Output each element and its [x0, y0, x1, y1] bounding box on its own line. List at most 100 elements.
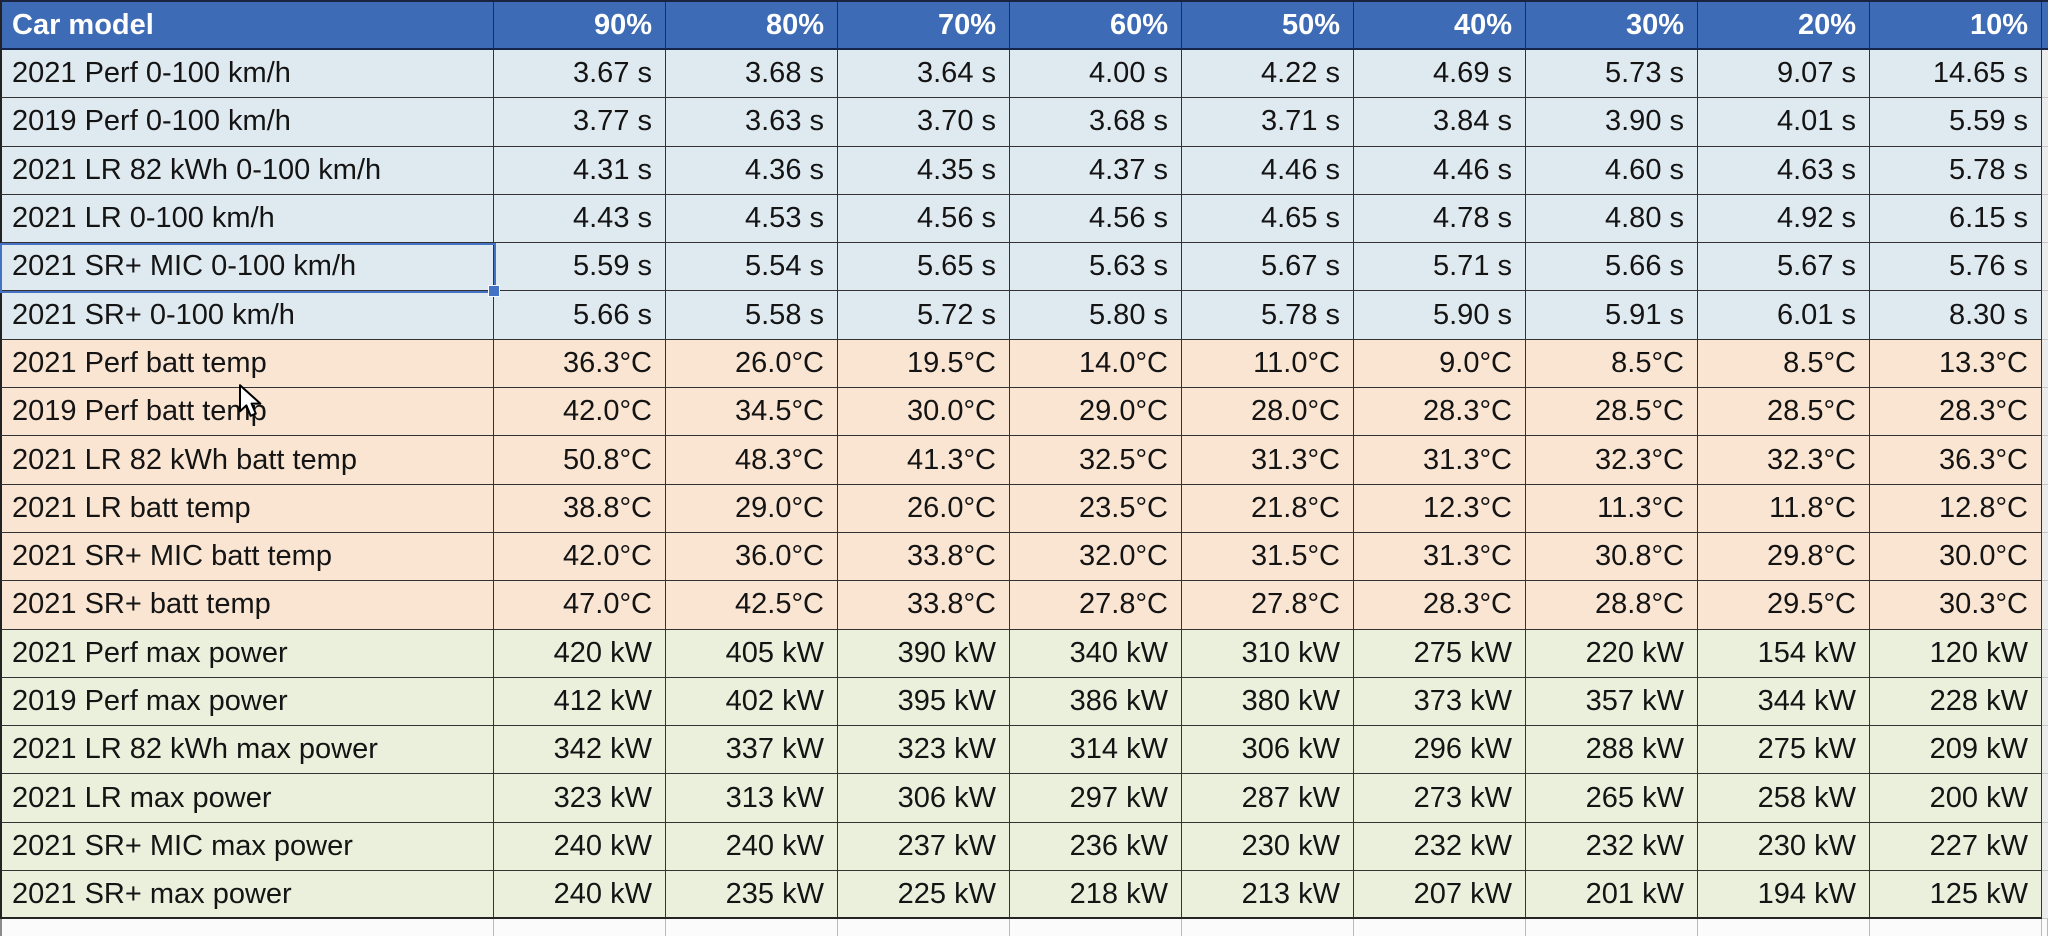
empty-cell[interactable] — [494, 919, 666, 936]
value-cell[interactable]: 380 kW — [1182, 677, 1354, 727]
value-cell[interactable]: 275 kW — [1698, 726, 1870, 775]
value-cell[interactable]: 420 kW — [494, 629, 666, 678]
value-cell[interactable]: 342 kW — [494, 726, 666, 775]
value-cell[interactable]: 29.0°C — [666, 484, 838, 533]
value-cell[interactable]: 287 kW — [1182, 774, 1354, 823]
value-cell[interactable]: 4.35 s — [838, 146, 1010, 195]
header-cell-50pct[interactable]: 50% — [1182, 2, 1354, 50]
empty-cell[interactable] — [666, 919, 838, 936]
value-cell[interactable]: 402 kW — [666, 677, 838, 727]
value-cell[interactable]: 6.01 s — [1698, 291, 1870, 340]
value-cell[interactable]: 4.80 s — [1526, 194, 1698, 244]
value-cell[interactable]: 5.90 s — [1354, 291, 1526, 340]
value-cell[interactable]: 232 kW — [1526, 822, 1698, 872]
value-cell[interactable]: 32.3°C — [1526, 436, 1698, 485]
value-cell[interactable]: 232 kW — [1354, 822, 1526, 872]
empty-cell[interactable] — [1010, 919, 1182, 936]
value-cell[interactable]: 4.46 s — [1354, 146, 1526, 195]
value-cell[interactable]: 125 kW — [1870, 871, 2042, 920]
value-cell[interactable]: 344 kW — [1698, 677, 1870, 727]
value-cell[interactable]: 30.3°C — [1870, 581, 2042, 630]
value-cell[interactable]: 28.3°C — [1354, 581, 1526, 630]
value-cell[interactable]: 30.0°C — [1870, 532, 2042, 582]
row-label-cell[interactable]: 2021 LR 0-100 km/h — [0, 194, 494, 244]
empty-cell[interactable] — [838, 919, 1010, 936]
value-cell[interactable]: 31.5°C — [1182, 532, 1354, 582]
header-cell-car-model[interactable]: Car model — [0, 2, 494, 50]
value-cell[interactable]: 29.5°C — [1698, 581, 1870, 630]
value-cell[interactable]: 3.71 s — [1182, 98, 1354, 147]
value-cell[interactable]: 13.3°C — [1870, 339, 2042, 389]
value-cell[interactable]: 9.07 s — [1698, 50, 1870, 99]
value-cell[interactable]: 4.65 s — [1182, 194, 1354, 244]
value-cell[interactable]: 306 kW — [838, 774, 1010, 823]
row-label-cell[interactable]: 2021 SR+ 0-100 km/h — [0, 291, 494, 340]
value-cell[interactable]: 48.3°C — [666, 436, 838, 485]
row-label-cell[interactable]: 2021 SR+ MIC 0-100 km/h — [0, 243, 494, 292]
row-label-cell[interactable]: 2021 Perf 0-100 km/h — [0, 50, 494, 99]
value-cell[interactable]: 4.46 s — [1182, 146, 1354, 195]
empty-cell[interactable] — [1870, 919, 2042, 936]
row-label-cell[interactable]: 2021 Perf batt temp — [0, 339, 494, 389]
value-cell[interactable]: 200 kW — [1870, 774, 2042, 823]
value-cell[interactable]: 258 kW — [1698, 774, 1870, 823]
row-label-cell[interactable]: 2021 SR+ MIC batt temp — [0, 532, 494, 582]
row-label-cell[interactable]: 2019 Perf batt temp — [0, 388, 494, 437]
value-cell[interactable]: 4.78 s — [1354, 194, 1526, 244]
value-cell[interactable]: 33.8°C — [838, 532, 1010, 582]
value-cell[interactable]: 5.67 s — [1698, 243, 1870, 292]
value-cell[interactable]: 38.8°C — [494, 484, 666, 533]
value-cell[interactable]: 19.5°C — [838, 339, 1010, 389]
value-cell[interactable]: 41.3°C — [838, 436, 1010, 485]
value-cell[interactable]: 3.77 s — [494, 98, 666, 147]
value-cell[interactable]: 8.5°C — [1698, 339, 1870, 389]
value-cell[interactable]: 36.3°C — [1870, 436, 2042, 485]
row-label-cell[interactable]: 2021 SR+ batt temp — [0, 581, 494, 630]
value-cell[interactable]: 5.78 s — [1182, 291, 1354, 340]
value-cell[interactable]: 5.66 s — [1526, 243, 1698, 292]
value-cell[interactable]: 5.91 s — [1526, 291, 1698, 340]
value-cell[interactable]: 218 kW — [1010, 871, 1182, 920]
value-cell[interactable]: 5.71 s — [1354, 243, 1526, 292]
value-cell[interactable]: 154 kW — [1698, 629, 1870, 678]
value-cell[interactable]: 42.5°C — [666, 581, 838, 630]
value-cell[interactable]: 3.84 s — [1354, 98, 1526, 147]
row-label-cell[interactable]: 2019 Perf 0-100 km/h — [0, 98, 494, 147]
value-cell[interactable]: 27.8°C — [1182, 581, 1354, 630]
value-cell[interactable]: 14.65 s — [1870, 50, 2042, 99]
value-cell[interactable]: 8.5°C — [1526, 339, 1698, 389]
value-cell[interactable]: 4.31 s — [494, 146, 666, 195]
value-cell[interactable]: 5.63 s — [1010, 243, 1182, 292]
header-cell-40pct[interactable]: 40% — [1354, 2, 1526, 50]
value-cell[interactable]: 28.3°C — [1354, 388, 1526, 437]
header-cell-30pct[interactable]: 30% — [1526, 2, 1698, 50]
value-cell[interactable]: 240 kW — [666, 822, 838, 872]
value-cell[interactable]: 9.0°C — [1354, 339, 1526, 389]
value-cell[interactable]: 50.8°C — [494, 436, 666, 485]
value-cell[interactable]: 194 kW — [1698, 871, 1870, 920]
value-cell[interactable]: 31.3°C — [1354, 436, 1526, 485]
value-cell[interactable]: 230 kW — [1182, 822, 1354, 872]
value-cell[interactable]: 12.8°C — [1870, 484, 2042, 533]
value-cell[interactable]: 337 kW — [666, 726, 838, 775]
value-cell[interactable]: 357 kW — [1526, 677, 1698, 727]
value-cell[interactable]: 5.65 s — [838, 243, 1010, 292]
value-cell[interactable]: 42.0°C — [494, 532, 666, 582]
value-cell[interactable]: 296 kW — [1354, 726, 1526, 775]
value-cell[interactable]: 395 kW — [838, 677, 1010, 727]
value-cell[interactable]: 30.8°C — [1526, 532, 1698, 582]
header-cell-60pct[interactable]: 60% — [1010, 2, 1182, 50]
value-cell[interactable]: 11.8°C — [1698, 484, 1870, 533]
value-cell[interactable]: 5.59 s — [1870, 98, 2042, 147]
value-cell[interactable]: 265 kW — [1526, 774, 1698, 823]
value-cell[interactable]: 3.90 s — [1526, 98, 1698, 147]
value-cell[interactable]: 288 kW — [1526, 726, 1698, 775]
value-cell[interactable]: 11.0°C — [1182, 339, 1354, 389]
value-cell[interactable]: 275 kW — [1354, 629, 1526, 678]
value-cell[interactable]: 230 kW — [1698, 822, 1870, 872]
value-cell[interactable]: 11.3°C — [1526, 484, 1698, 533]
value-cell[interactable]: 28.3°C — [1870, 388, 2042, 437]
row-label-cell[interactable]: 2019 Perf max power — [0, 677, 494, 727]
value-cell[interactable]: 237 kW — [838, 822, 1010, 872]
value-cell[interactable]: 4.37 s — [1010, 146, 1182, 195]
